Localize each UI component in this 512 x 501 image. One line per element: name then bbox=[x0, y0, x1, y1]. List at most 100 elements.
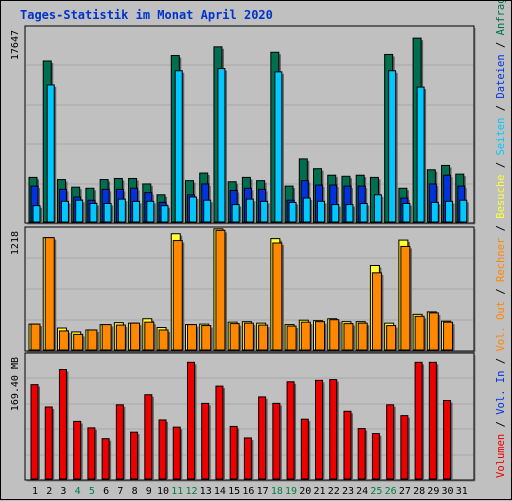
bar-seiten-day-14 bbox=[217, 68, 226, 223]
bar-volumen-day-16 bbox=[243, 437, 252, 480]
day-label-3: 3 bbox=[60, 486, 66, 497]
bar-volumen-day-27 bbox=[400, 415, 409, 480]
bar-volumen-day-28 bbox=[414, 361, 423, 480]
bar-seiten-day-8 bbox=[132, 200, 141, 223]
bar-volumen-day-5 bbox=[87, 427, 96, 480]
day-label-28: 28 bbox=[413, 486, 425, 497]
bar-rechner-day-25 bbox=[371, 272, 382, 351]
day-label-30: 30 bbox=[442, 486, 454, 497]
bar-rechner-day-2 bbox=[44, 237, 55, 351]
bar-rechner-day-30 bbox=[443, 321, 454, 351]
bar-volumen-day-24 bbox=[357, 428, 366, 480]
legend-text: Volumen / Vol. In / Vol. Out / Rechner /… bbox=[495, 1, 507, 478]
bar-volumen-day-14 bbox=[215, 385, 224, 480]
bar-volumen-day-11 bbox=[172, 426, 181, 480]
bar-rechner-day-14 bbox=[215, 229, 226, 351]
day-label-1: 1 bbox=[32, 486, 38, 497]
bar-seiten-day-18 bbox=[274, 71, 283, 223]
bar-seiten-day-19 bbox=[288, 201, 297, 223]
bar-rechner-day-27 bbox=[400, 245, 411, 351]
bar-volumen-day-2 bbox=[44, 406, 53, 480]
bar-seiten-day-27 bbox=[402, 203, 411, 223]
bar-seiten-day-31 bbox=[459, 199, 468, 223]
bar-volumen-day-20 bbox=[300, 418, 309, 480]
day-label-14: 14 bbox=[214, 486, 226, 497]
bar-seiten-day-28 bbox=[416, 86, 425, 223]
bar-rechner-day-28 bbox=[414, 315, 425, 351]
legend-segment: / bbox=[495, 282, 507, 301]
bar-rechner-day-15 bbox=[229, 323, 240, 351]
bar-volumen-day-29 bbox=[428, 361, 437, 480]
bar-rechner-day-29 bbox=[428, 312, 439, 351]
bar-seiten-day-1 bbox=[32, 205, 41, 223]
day-label-15: 15 bbox=[228, 486, 240, 497]
bar-volumen-day-30 bbox=[443, 399, 452, 480]
bar-volumen-day-1 bbox=[30, 384, 39, 480]
day-label-31: 31 bbox=[456, 486, 468, 497]
day-label-24: 24 bbox=[356, 486, 368, 497]
legend-segment: Vol. Out bbox=[495, 301, 507, 352]
day-label-4: 4 bbox=[75, 486, 81, 497]
legend-segment: Volumen bbox=[495, 434, 507, 478]
legend-segment: Anfragen bbox=[495, 1, 507, 35]
bar-rechner-day-8 bbox=[130, 322, 141, 351]
day-label-12: 12 bbox=[185, 486, 197, 497]
day-label-25: 25 bbox=[370, 486, 382, 497]
day-label-7: 7 bbox=[117, 486, 123, 497]
bar-seiten-day-29 bbox=[430, 201, 439, 223]
y-max-label-hits: 17647 bbox=[10, 30, 21, 60]
bar-seiten-day-22 bbox=[331, 204, 340, 223]
legend-segment: Seiten bbox=[495, 118, 507, 156]
bar-seiten-day-2 bbox=[46, 84, 55, 223]
bar-volumen-day-7 bbox=[115, 404, 124, 480]
day-label-5: 5 bbox=[89, 486, 95, 497]
bar-seiten-day-30 bbox=[445, 200, 454, 223]
bar-seiten-day-23 bbox=[345, 204, 354, 223]
bar-volumen-day-23 bbox=[343, 410, 352, 480]
y-max-label-volume: 169.40 MB bbox=[10, 357, 21, 411]
bar-rechner-day-23 bbox=[343, 323, 354, 351]
legend-segment: / bbox=[495, 99, 507, 118]
bar-seiten-day-9 bbox=[146, 200, 155, 223]
bar-seiten-day-21 bbox=[317, 200, 326, 223]
chart-title: Tages-Statistik im Monat April 2020 bbox=[20, 8, 273, 22]
bar-volumen-day-13 bbox=[201, 402, 210, 480]
day-label-2: 2 bbox=[46, 486, 52, 497]
bar-volumen-day-25 bbox=[371, 433, 380, 480]
chart-legend: Volumen / Vol. In / Vol. Out / Rechner /… bbox=[495, 1, 507, 478]
bar-seiten-day-13 bbox=[203, 199, 212, 223]
day-label-18: 18 bbox=[271, 486, 283, 497]
day-label-6: 6 bbox=[103, 486, 109, 497]
bar-rechner-day-5 bbox=[87, 329, 98, 351]
bar-rechner-day-10 bbox=[158, 329, 169, 351]
day-label-29: 29 bbox=[427, 486, 439, 497]
bar-rechner-day-12 bbox=[186, 324, 197, 351]
legend-segment: / bbox=[495, 219, 507, 238]
bar-rechner-day-21 bbox=[315, 321, 326, 351]
bar-volumen-day-17 bbox=[258, 396, 267, 480]
day-label-20: 20 bbox=[299, 486, 311, 497]
bar-volumen-day-19 bbox=[286, 381, 295, 480]
legend-segment: / bbox=[495, 156, 507, 175]
bar-volumen-day-3 bbox=[58, 369, 67, 480]
bar-rechner-day-17 bbox=[258, 324, 269, 351]
bar-rechner-day-16 bbox=[243, 322, 254, 351]
bar-rechner-day-19 bbox=[286, 325, 297, 351]
bar-rechner-day-1 bbox=[30, 323, 41, 351]
day-label-17: 17 bbox=[257, 486, 269, 497]
bar-rechner-day-22 bbox=[329, 319, 340, 351]
legend-segment: Rechner bbox=[495, 238, 507, 282]
day-label-26: 26 bbox=[385, 486, 397, 497]
day-label-11: 11 bbox=[171, 486, 183, 497]
day-label-23: 23 bbox=[342, 486, 354, 497]
bar-rechner-day-6 bbox=[101, 324, 112, 351]
bar-seiten-day-10 bbox=[160, 205, 169, 223]
bar-volumen-day-6 bbox=[101, 438, 110, 480]
day-label-8: 8 bbox=[132, 486, 138, 497]
bar-rechner-day-11 bbox=[172, 240, 183, 351]
bar-rechner-day-13 bbox=[201, 325, 212, 351]
bar-rechner-day-24 bbox=[357, 322, 368, 351]
